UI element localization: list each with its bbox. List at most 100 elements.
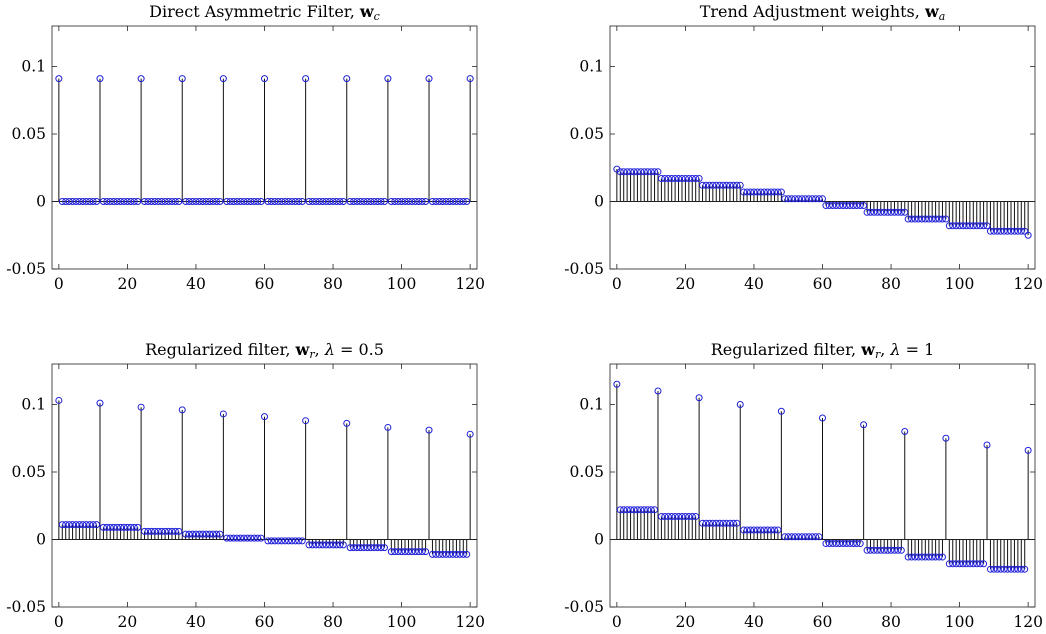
stem-marker: [692, 175, 700, 183]
stem-marker: [801, 533, 809, 541]
stem-marker: [442, 198, 450, 205]
stem-marker: [959, 222, 967, 230]
stem-marker: [288, 537, 296, 545]
stem-marker: [99, 523, 107, 531]
stem-marker: [189, 530, 197, 538]
stem-marker: [353, 198, 361, 205]
stem-marker: [904, 215, 912, 223]
stem-marker: [96, 399, 104, 407]
stem-marker: [72, 198, 80, 205]
stem-marker: [716, 519, 724, 527]
stem-marker: [921, 553, 929, 561]
stem-marker: [699, 181, 707, 189]
stem-marker: [808, 533, 816, 541]
stem-series: [613, 380, 1032, 573]
stem-marker: [425, 426, 433, 434]
y-tick-label: -0.05: [564, 260, 604, 278]
stem-marker: [65, 198, 73, 205]
stem-marker: [291, 198, 299, 205]
stem-marker: [884, 546, 892, 554]
stem-marker: [644, 168, 652, 176]
stem-marker: [79, 521, 87, 529]
stem-marker: [380, 198, 388, 205]
stem-marker: [784, 195, 792, 203]
x-tick-label: 0: [612, 613, 622, 631]
stem-marker: [113, 523, 121, 531]
stem-marker: [938, 553, 946, 561]
stem-marker: [75, 521, 83, 529]
stem-marker: [137, 75, 145, 83]
stem-marker: [945, 222, 953, 230]
stem-marker: [705, 181, 713, 189]
stem-marker: [685, 513, 693, 521]
stem-marker: [144, 527, 152, 535]
x-tick-label: 120: [455, 613, 485, 631]
stem-marker: [374, 198, 382, 205]
stem-marker: [130, 523, 138, 531]
stem-marker: [1014, 227, 1022, 235]
y-tick-label: 0.05: [569, 463, 604, 481]
stem-marker: [675, 175, 683, 183]
stem-marker: [69, 198, 77, 205]
stem-marker: [343, 75, 351, 83]
x-tick-label: 40: [186, 275, 206, 293]
stem-marker: [267, 198, 275, 205]
stem-marker: [949, 222, 957, 230]
stem-marker: [836, 540, 844, 548]
stem-marker: [1021, 227, 1029, 235]
stem-marker: [171, 198, 179, 205]
stem-marker: [322, 198, 330, 205]
x-tick-label: 20: [118, 613, 138, 631]
stem-marker: [363, 544, 371, 552]
stem-marker: [175, 198, 183, 205]
y-tick-label: 0.1: [21, 58, 46, 76]
stem-marker: [202, 198, 210, 205]
stem-marker: [637, 506, 645, 514]
stem-marker: [736, 181, 744, 189]
stem-marker: [243, 534, 251, 542]
stem-marker: [206, 530, 214, 538]
stem-marker: [860, 202, 868, 210]
stem-marker: [350, 198, 358, 205]
stem-marker: [664, 175, 672, 183]
stem-marker: [425, 75, 433, 83]
stem-marker: [178, 75, 186, 83]
stem-marker: [428, 550, 436, 558]
stem-marker: [391, 548, 399, 556]
stem-marker: [343, 419, 351, 427]
stem-marker: [880, 546, 888, 554]
stem-marker: [79, 198, 87, 205]
stem-marker: [846, 202, 854, 210]
stem-marker: [767, 526, 775, 534]
stem-marker: [387, 548, 395, 556]
stem-marker: [319, 541, 327, 549]
y-tick-label: 0: [594, 193, 604, 211]
stem-marker: [1014, 565, 1022, 573]
x-tick-label: 0: [612, 275, 622, 293]
stem-marker: [401, 198, 409, 205]
stem-marker: [271, 198, 279, 205]
stem-marker: [384, 75, 392, 83]
stem-marker: [356, 198, 364, 205]
stem-marker: [832, 202, 840, 210]
stem-marker: [788, 195, 796, 203]
stem-marker: [921, 215, 929, 223]
stem-marker: [866, 208, 874, 216]
stem-marker: [380, 544, 388, 552]
stem-marker: [654, 168, 662, 176]
stem-marker: [829, 540, 837, 548]
stem-marker: [147, 198, 155, 205]
stem-marker: [822, 202, 830, 210]
stem-marker: [326, 198, 334, 205]
stem-marker: [788, 533, 796, 541]
stem-marker: [219, 75, 227, 83]
stem-marker: [62, 198, 70, 205]
stem-marker: [401, 548, 409, 556]
stem-marker: [777, 407, 785, 415]
stem-marker: [812, 195, 820, 203]
stem-marker: [168, 527, 176, 535]
stem-marker: [825, 540, 833, 548]
stem-marker: [753, 188, 761, 196]
stem-marker: [120, 198, 128, 205]
stem-marker: [398, 198, 406, 205]
